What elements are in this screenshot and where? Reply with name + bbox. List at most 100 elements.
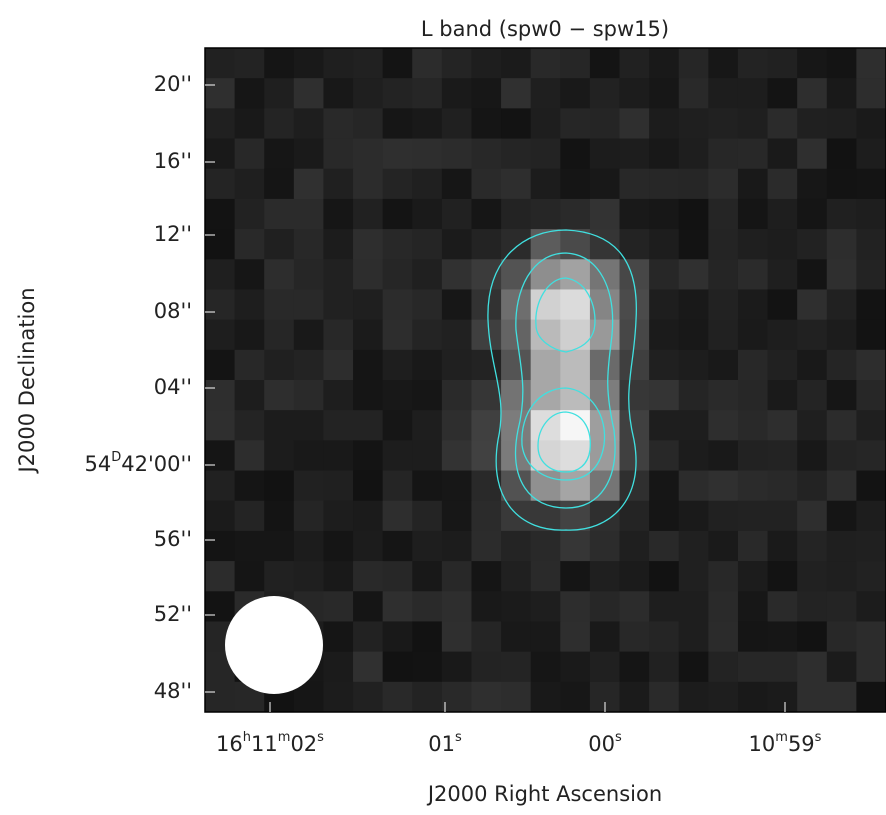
pixel — [353, 530, 384, 562]
pixel — [412, 530, 443, 562]
pixel — [234, 198, 265, 230]
pixel — [234, 259, 265, 290]
pixel — [412, 410, 443, 441]
pixel — [767, 621, 798, 653]
tick-label-part: 16'' — [154, 149, 192, 173]
pixel — [353, 440, 384, 472]
pixel — [323, 681, 354, 713]
pixel — [441, 561, 472, 592]
pixel — [293, 349, 324, 381]
pixel — [797, 259, 828, 290]
pixel — [382, 48, 413, 79]
pixel — [708, 470, 739, 502]
pixel — [471, 621, 502, 653]
pixel — [471, 168, 502, 200]
pixel — [234, 561, 265, 592]
pixel — [441, 621, 472, 653]
pixel — [264, 138, 295, 170]
tick-label-part: 52'' — [154, 602, 192, 626]
pixel — [708, 591, 739, 622]
pixel — [412, 380, 443, 411]
pixel — [678, 168, 709, 200]
pixel — [737, 78, 769, 109]
pixel — [441, 289, 472, 321]
pixel — [530, 591, 561, 622]
pixel — [826, 380, 857, 411]
pixel — [323, 108, 354, 140]
pixel — [441, 259, 472, 290]
pixel — [678, 651, 709, 683]
contour — [514, 252, 616, 509]
pixel — [826, 440, 857, 472]
pixel — [678, 198, 709, 230]
pixel — [619, 651, 650, 683]
pixel — [205, 48, 236, 79]
pixel — [619, 138, 650, 170]
pixel — [737, 470, 769, 502]
tick-label: 16'' — [154, 149, 192, 173]
pixel — [737, 380, 769, 411]
pixel — [264, 48, 295, 79]
pixel — [530, 651, 561, 683]
pixel — [589, 349, 621, 381]
pixel — [264, 78, 295, 109]
pixel — [767, 319, 798, 351]
pixel — [708, 78, 739, 109]
pixel — [530, 259, 561, 290]
pixel — [323, 621, 354, 653]
pixel — [293, 198, 324, 230]
pixel — [471, 591, 502, 622]
pixel — [619, 229, 650, 260]
pixel — [797, 651, 828, 683]
pixel — [353, 78, 384, 109]
pixel — [649, 651, 680, 683]
pixel — [382, 349, 413, 381]
pixel — [797, 78, 828, 109]
pixel — [353, 349, 384, 381]
pixel — [856, 108, 886, 140]
pixel — [501, 198, 532, 230]
pixel — [619, 530, 650, 562]
pixel — [826, 108, 857, 140]
pixel — [293, 259, 324, 290]
pixel — [619, 108, 650, 140]
pixel — [264, 198, 295, 230]
pixel — [501, 500, 532, 532]
pixel — [767, 138, 798, 170]
pixel — [826, 289, 857, 321]
pixel — [323, 78, 354, 109]
pixel — [708, 168, 739, 200]
pixel — [649, 530, 680, 562]
pixel — [826, 651, 857, 683]
pixel — [797, 561, 828, 592]
pixel — [353, 470, 384, 502]
pixel — [412, 681, 443, 713]
pixel — [293, 108, 324, 140]
pixel — [501, 681, 532, 713]
pixel — [649, 168, 680, 200]
pixel — [678, 138, 709, 170]
pixel — [471, 138, 502, 170]
pixel — [353, 380, 384, 411]
pixel — [264, 108, 295, 140]
pixel — [737, 319, 769, 351]
pixel — [353, 319, 384, 351]
pixel — [708, 198, 739, 230]
pixel — [767, 229, 798, 260]
tick-label-part: 11 — [251, 732, 278, 756]
pixel — [530, 198, 561, 230]
pixel — [560, 229, 591, 260]
pixel — [205, 591, 236, 622]
pixel — [767, 530, 798, 562]
pixel — [619, 591, 650, 622]
pixel — [501, 591, 532, 622]
pixel — [737, 198, 769, 230]
pixel — [382, 168, 413, 200]
pixel — [619, 500, 650, 532]
pixel — [708, 48, 739, 79]
pixel — [826, 410, 857, 441]
pixel — [471, 108, 502, 140]
tick-label-part: 08'' — [154, 299, 192, 323]
pixel — [382, 138, 413, 170]
contour — [537, 411, 591, 473]
